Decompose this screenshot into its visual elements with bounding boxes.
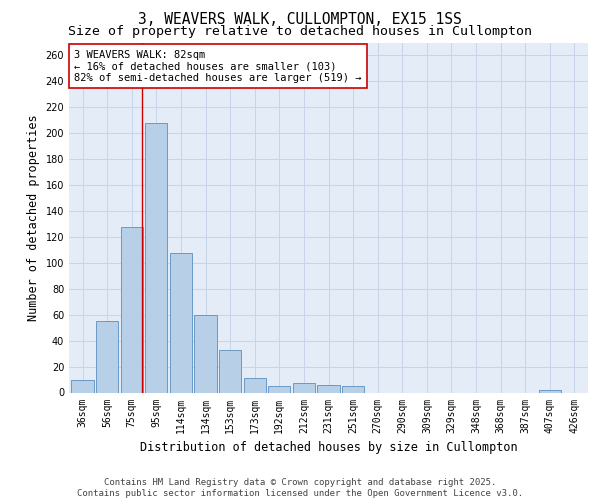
Bar [539, 390, 561, 392]
Text: 3, WEAVERS WALK, CULLOMPTON, EX15 1SS: 3, WEAVERS WALK, CULLOMPTON, EX15 1SS [138, 12, 462, 28]
Bar [145, 123, 167, 392]
Text: Contains HM Land Registry data © Crown copyright and database right 2025.
Contai: Contains HM Land Registry data © Crown c… [77, 478, 523, 498]
Bar [244, 378, 266, 392]
Bar [293, 384, 315, 392]
Bar [170, 252, 192, 392]
X-axis label: Distribution of detached houses by size in Cullompton: Distribution of detached houses by size … [140, 441, 517, 454]
Bar [219, 350, 241, 393]
Bar [96, 321, 118, 392]
Bar [317, 384, 340, 392]
Text: 3 WEAVERS WALK: 82sqm
← 16% of detached houses are smaller (103)
82% of semi-det: 3 WEAVERS WALK: 82sqm ← 16% of detached … [74, 50, 362, 82]
Text: Size of property relative to detached houses in Cullompton: Size of property relative to detached ho… [68, 25, 532, 38]
Bar [121, 226, 143, 392]
Bar [194, 314, 217, 392]
Bar [342, 386, 364, 392]
Bar [71, 380, 94, 392]
Bar [268, 386, 290, 392]
Y-axis label: Number of detached properties: Number of detached properties [27, 114, 40, 321]
